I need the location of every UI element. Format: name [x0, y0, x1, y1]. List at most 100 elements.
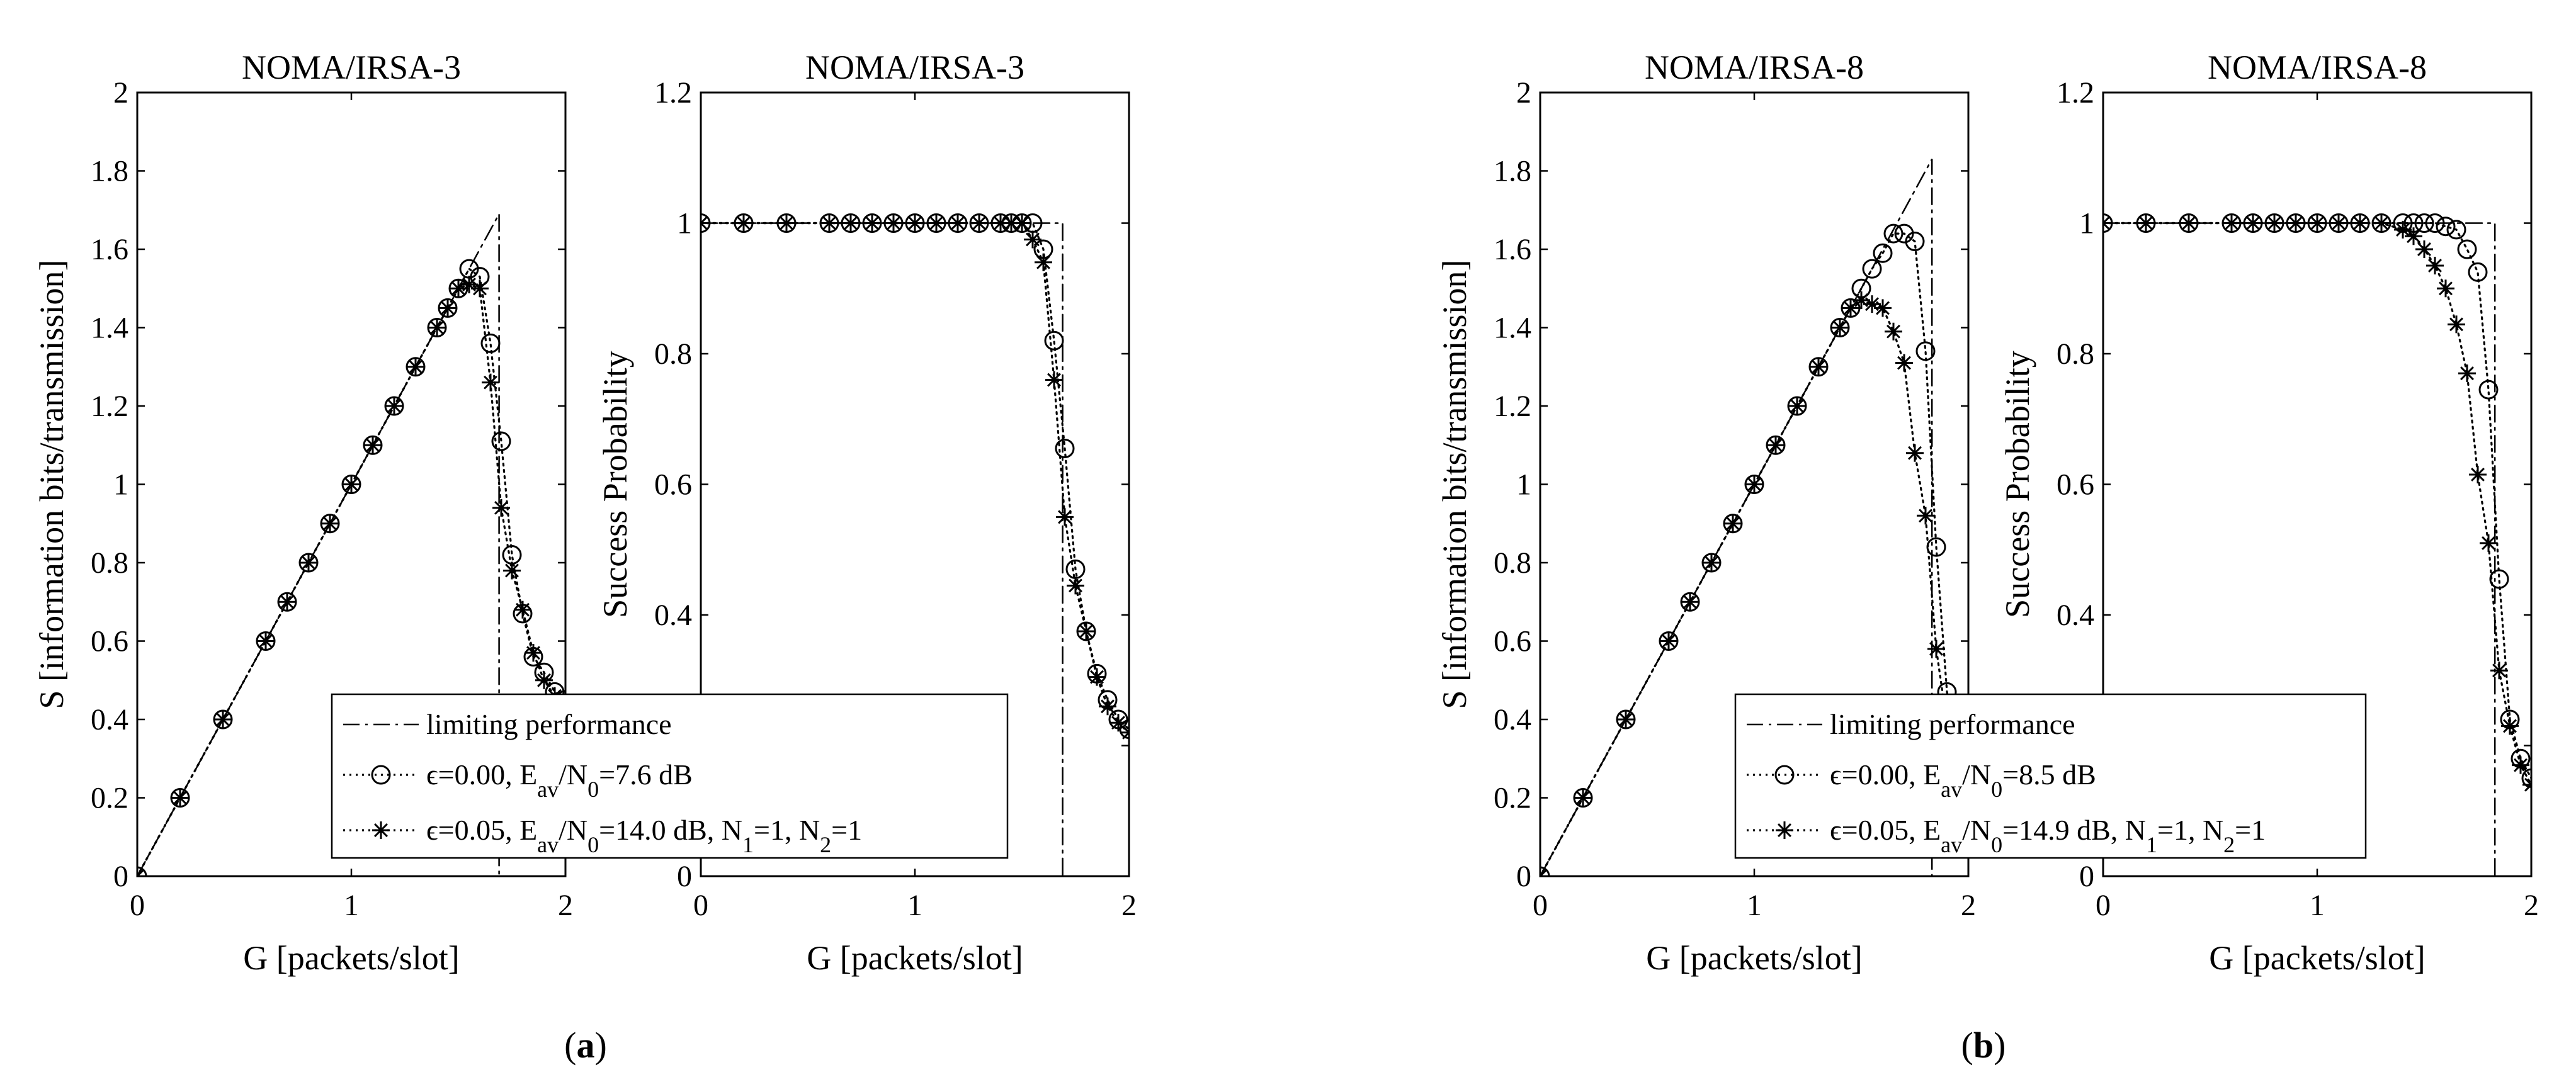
data-point-series-2: [1831, 318, 1849, 337]
data-point-series-2: [1895, 354, 1913, 372]
data-point-series-2: [2287, 214, 2305, 232]
y-tick-label: 1.8: [91, 155, 128, 188]
data-point-series-2: [300, 554, 317, 572]
y-tick-label: 0.6: [2057, 468, 2094, 502]
data-point-series-2: [503, 561, 521, 580]
data-point-series-2: [1842, 299, 1859, 317]
data-point-series-2: [525, 644, 542, 662]
chart-title: NOMA/IRSA-3: [242, 48, 461, 86]
data-point-series-2: [735, 214, 752, 232]
legend-label-1: ϵ=0.00, Eav/N0=8.5 dB: [1830, 758, 2096, 802]
y-tick-label: 0.6: [654, 468, 692, 502]
data-point-series-1: [1044, 330, 1064, 351]
data-point-series-1: [2446, 220, 2466, 240]
legend-label-1: ϵ=0.00, Eav/N0=7.6 dB: [426, 758, 693, 802]
y-axis-label: S [information bits/transmission]: [1436, 260, 1473, 709]
legend: limiting performance ϵ=0.00, Eav/N0=7.6 d…: [331, 693, 1009, 859]
data-point-series-2: [1767, 436, 1784, 454]
y-tick-label: 0: [677, 860, 692, 893]
legend-label-0: limiting performance: [1830, 708, 2075, 740]
y-tick-label: 0.8: [91, 546, 128, 580]
data-point-series-2: [2405, 227, 2422, 245]
legend-marker-2: [372, 821, 390, 839]
data-point-series-2: [171, 789, 189, 807]
y-tick-label: 1.2: [91, 390, 128, 423]
x-tick-label: 2: [2524, 889, 2539, 922]
data-point-series-2: [2351, 214, 2369, 232]
y-tick-label: 2: [1516, 76, 1531, 110]
legend: limiting performance ϵ=0.00, Eav/N0=8.5 d…: [1734, 693, 2367, 859]
data-point-series-2: [1906, 444, 1924, 462]
data-point-series-1: [2468, 262, 2488, 282]
y-tick-label: 1.6: [1494, 233, 1531, 266]
data-point-series-2: [257, 632, 275, 650]
data-point-series-2: [321, 514, 339, 533]
x-tick-label: 1: [344, 889, 359, 922]
y-axis-label: Success Probability: [1999, 351, 2036, 617]
data-point-series-2: [2522, 775, 2531, 794]
data-point-series-2: [1660, 632, 1677, 650]
y-tick-label: 0.8: [1494, 546, 1531, 580]
legend-marker-1: [371, 765, 391, 785]
data-point-series-2: [2469, 465, 2487, 483]
legend-label-0: limiting performance: [426, 708, 672, 740]
data-point-series-2: [2394, 220, 2412, 239]
y-tick-label: 1.4: [91, 312, 128, 345]
data-point-series-2: [1703, 554, 1720, 572]
chart-title: NOMA/IRSA-3: [805, 48, 1024, 86]
x-tick-label: 1: [2310, 889, 2325, 922]
data-point-series-2: [492, 499, 510, 517]
data-point-series-2: [1056, 508, 1074, 526]
data-point-series-2: [2490, 662, 2508, 680]
x-tick-label: 0: [2096, 889, 2111, 922]
data-point-series-2: [1035, 253, 1052, 271]
data-point-series-2: [1745, 475, 1763, 493]
data-point-series-2: [2244, 214, 2262, 232]
y-tick-label: 1: [677, 207, 692, 240]
data-point-series-2: [1724, 514, 1742, 533]
y-tick-label: 1.2: [2057, 76, 2094, 110]
chart-title: NOMA/IRSA-8: [2208, 48, 2427, 86]
x-axis-label: G [packets/slot]: [2209, 939, 2425, 977]
x-tick-label: 0: [1533, 889, 1548, 922]
y-axis-label: S [information bits/transmission]: [33, 260, 71, 709]
x-tick-label: 2: [1121, 889, 1137, 922]
plot-area: [137, 213, 565, 876]
data-point-series-2: [1810, 358, 1827, 376]
data-point-series-2: [2373, 214, 2390, 232]
y-tick-label: 1.6: [91, 233, 128, 266]
data-point-series-1: [1055, 438, 1075, 458]
y-tick-label: 1: [113, 468, 128, 502]
data-point-series-2: [2512, 756, 2529, 774]
data-point-series-2: [2223, 214, 2240, 232]
data-point-series-1: [1862, 259, 1882, 279]
legends-layer: limiting performance ϵ=0.00, Eav/N0=7.6 d…: [331, 693, 2367, 859]
data-point-series-2: [278, 593, 296, 611]
y-tick-label: 0.6: [1494, 625, 1531, 658]
y-tick-label: 0: [2079, 860, 2094, 893]
y-tick-label: 1.8: [1494, 155, 1531, 188]
data-point-series-1: [2436, 217, 2456, 237]
data-point-series-2: [2448, 315, 2465, 334]
plot-area: [1540, 159, 1968, 876]
data-point-series-2: [482, 373, 499, 392]
data-point-series-2: [970, 214, 988, 232]
data-point-series-2: [2137, 214, 2155, 232]
y-tick-label: 2: [113, 76, 128, 110]
y-tick-label: 0.8: [654, 337, 692, 371]
data-point-series-2: [364, 436, 382, 454]
data-point-series-1: [2521, 768, 2531, 788]
x-tick-label: 1: [907, 889, 922, 922]
data-point-series-1: [2414, 213, 2434, 233]
data-point-series-1: [1873, 243, 1893, 263]
data-point-series-2: [778, 214, 795, 232]
data-point-series-2: [2501, 717, 2519, 735]
data-point-series-1: [1883, 223, 1904, 244]
data-point-series-2: [137, 867, 146, 876]
data-point-series-2: [439, 299, 457, 317]
y-axis-label: Success Probability: [596, 351, 634, 617]
x-tick-label: 0: [130, 889, 145, 922]
data-point-series-2: [1077, 622, 1095, 640]
data-point-series-2: [428, 318, 446, 337]
data-point-series-2: [343, 475, 360, 493]
